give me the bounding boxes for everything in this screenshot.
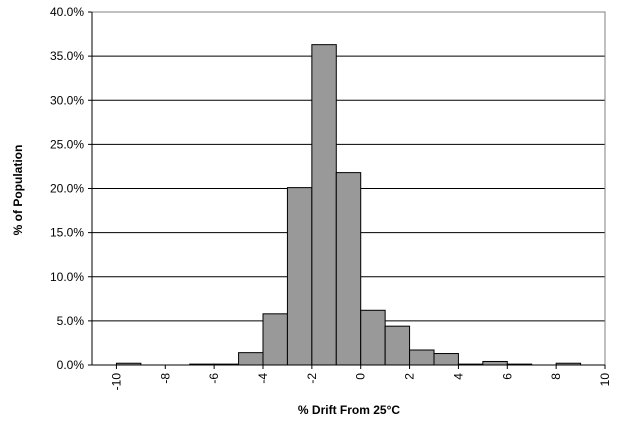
y-tick-label: 25.0% — [50, 137, 84, 151]
bar — [360, 309, 386, 366]
bar — [482, 360, 508, 366]
x-tick-label: 10 — [598, 373, 612, 387]
y-tick-label: 5.0% — [57, 314, 85, 328]
y-tick-label: 10.0% — [50, 270, 84, 284]
y-tick-label: 20.0% — [50, 182, 84, 196]
bar — [238, 352, 264, 366]
y-tick-label: 40.0% — [50, 5, 84, 19]
x-tick-label: 8 — [549, 373, 563, 380]
x-tick-label: -8 — [158, 373, 172, 384]
y-tick-label: 0.0% — [57, 358, 85, 372]
bar — [409, 349, 435, 366]
x-tick-label: -6 — [207, 373, 221, 384]
y-tick-label: 30.0% — [50, 93, 84, 107]
x-tick-label: 4 — [451, 373, 465, 380]
bar — [286, 187, 313, 366]
y-tick-label: 15.0% — [50, 226, 84, 240]
bar — [384, 325, 411, 366]
x-tick-label: 2 — [403, 373, 417, 380]
y-axis-title: % of Population — [11, 145, 25, 236]
bar — [262, 313, 288, 366]
bar — [335, 172, 362, 366]
bar — [311, 44, 337, 366]
bar — [433, 353, 459, 366]
x-tick-label: 0 — [354, 373, 368, 380]
x-tick-label: -2 — [305, 373, 319, 384]
x-tick-label: -4 — [256, 373, 270, 384]
x-tick-label: -10 — [109, 373, 123, 391]
x-axis-title: % Drift From 25°C — [298, 403, 400, 417]
y-tick-label: 35.0% — [50, 49, 84, 63]
x-tick-label: 6 — [500, 373, 514, 380]
